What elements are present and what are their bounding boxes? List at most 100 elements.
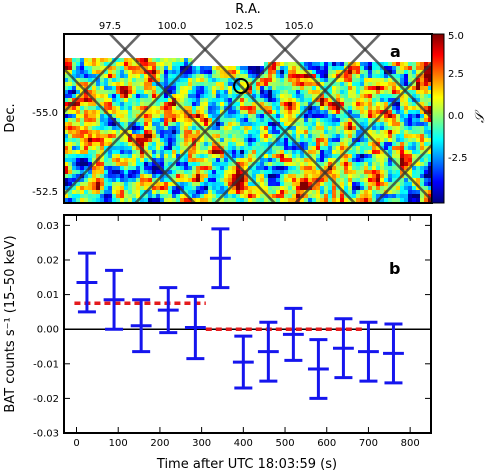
map-pixel xyxy=(344,134,349,139)
map-pixel xyxy=(396,150,401,155)
map-pixel xyxy=(224,114,229,119)
map-pixel xyxy=(408,158,413,163)
map-pixel xyxy=(364,194,369,199)
map-pixel xyxy=(336,142,341,147)
map-pixel xyxy=(76,114,81,119)
map-pixel xyxy=(276,146,281,151)
map-pixel xyxy=(156,186,161,191)
map-pixel xyxy=(116,186,121,191)
map-pixel xyxy=(100,122,105,127)
map-pixel xyxy=(92,134,97,139)
map-pixel xyxy=(280,154,285,159)
map-pixel xyxy=(244,178,249,183)
map-pixel xyxy=(360,138,365,143)
grid-line xyxy=(373,143,432,203)
map-pixel xyxy=(316,78,321,83)
map-pixel xyxy=(172,142,177,147)
map-pixel xyxy=(68,150,73,155)
map-pixel xyxy=(280,78,285,83)
map-pixel xyxy=(220,150,225,155)
map-pixel xyxy=(92,58,97,63)
map-pixel xyxy=(428,142,432,147)
map-pixel xyxy=(72,86,77,91)
map-pixel xyxy=(228,138,233,143)
map-pixel xyxy=(136,70,141,75)
map-pixel xyxy=(152,86,157,91)
map-pixel xyxy=(160,74,165,79)
map-pixel xyxy=(232,150,237,155)
map-pixel xyxy=(412,130,417,135)
map-pixel xyxy=(176,174,181,179)
map-pixel xyxy=(348,130,353,135)
map-pixel xyxy=(400,170,405,175)
map-pixel xyxy=(356,162,361,167)
map-pixel xyxy=(144,142,149,147)
map-pixel xyxy=(348,154,353,159)
map-pixel xyxy=(84,138,89,143)
map-pixel xyxy=(428,110,432,115)
map-pixel xyxy=(216,122,221,127)
map-pixel xyxy=(300,170,305,175)
map-pixel xyxy=(264,174,269,179)
map-pixel xyxy=(428,90,432,95)
map-pixel xyxy=(80,146,85,151)
map-pixel xyxy=(296,166,301,171)
map-pixel xyxy=(180,74,185,79)
map-pixel xyxy=(228,66,233,71)
map-pixel xyxy=(112,138,117,143)
map-pixel xyxy=(232,162,237,167)
map-pixel xyxy=(272,78,277,83)
map-pixel xyxy=(328,122,333,127)
map-pixel xyxy=(88,106,93,111)
map-pixel xyxy=(160,78,165,83)
map-pixel xyxy=(148,118,153,123)
map-pixel xyxy=(104,182,109,187)
map-pixel xyxy=(288,194,293,199)
map-pixel xyxy=(300,82,305,87)
map-pixel xyxy=(376,166,381,171)
map-pixel xyxy=(360,122,365,127)
map-pixel xyxy=(296,186,301,191)
map-pixel xyxy=(372,82,377,87)
map-pixel xyxy=(288,190,293,195)
map-pixel xyxy=(312,90,317,95)
map-pixel xyxy=(384,122,389,127)
map-pixel xyxy=(344,90,349,95)
map-pixel xyxy=(132,150,137,155)
map-pixel xyxy=(260,98,265,103)
map-pixel xyxy=(340,150,345,155)
map-pixel xyxy=(144,198,149,203)
colorbar-tick-label: 0.0 xyxy=(448,111,464,122)
map-pixel xyxy=(384,110,389,115)
map-pixel xyxy=(180,146,185,151)
grid-line xyxy=(64,34,221,197)
map-pixel xyxy=(320,162,325,167)
map-pixel xyxy=(428,178,432,183)
map-pixel xyxy=(284,74,289,79)
map-pixel xyxy=(220,78,225,83)
map-pixel xyxy=(176,86,181,91)
map-pixel xyxy=(260,66,265,71)
map-pixel xyxy=(380,90,385,95)
map-pixel xyxy=(380,122,385,127)
map-pixel xyxy=(72,194,77,199)
map-pixel xyxy=(396,102,401,107)
map-pixel xyxy=(376,74,381,79)
map-pixel xyxy=(416,154,421,159)
map-pixel xyxy=(208,74,213,79)
map-pixel xyxy=(252,86,257,91)
map-pixel xyxy=(104,106,109,111)
map-pixel xyxy=(220,178,225,183)
map-pixel xyxy=(68,134,73,139)
map-pixel xyxy=(352,158,357,163)
map-pixel xyxy=(412,118,417,123)
map-pixel xyxy=(292,162,297,167)
map-pixel xyxy=(120,170,125,175)
map-pixel xyxy=(368,182,373,187)
map-pixel xyxy=(160,82,165,87)
map-pixel xyxy=(216,98,221,103)
map-pixel xyxy=(224,66,229,71)
map-pixel xyxy=(316,146,321,151)
map-pixel xyxy=(360,150,365,155)
map-pixel xyxy=(372,190,377,195)
